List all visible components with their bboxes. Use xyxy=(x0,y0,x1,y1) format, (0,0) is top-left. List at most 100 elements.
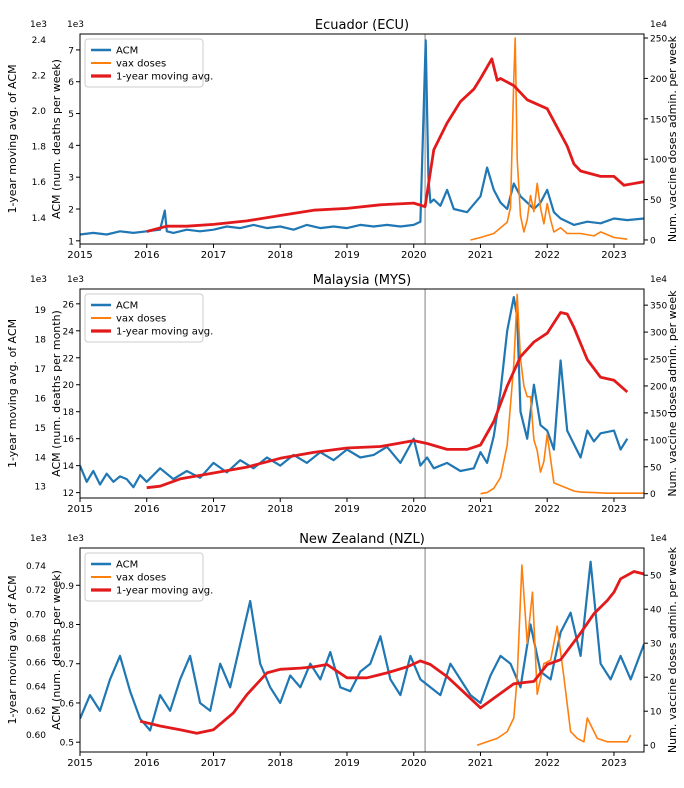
plot-frame xyxy=(79,288,645,499)
legend-box xyxy=(84,38,204,88)
inner-exponent-label: 1e3 xyxy=(67,275,84,285)
inner-y-axis-title: ACM (num. deaths per month) xyxy=(50,310,63,477)
plot-frame xyxy=(79,33,645,245)
inner-y-axis-title: ACM (num. deaths per week) xyxy=(50,59,63,219)
x-tick-label: 2020 xyxy=(401,758,426,769)
inner-y-tick-label: 24 xyxy=(63,327,75,337)
legend-label-vax: vax doses xyxy=(116,314,166,325)
chart-title: New Zealand (NZL) xyxy=(299,532,425,547)
right-y-tick-label: 350 xyxy=(650,302,667,312)
right-y-axis-title: Num. vaccine doses admin. per week xyxy=(666,546,679,753)
inner-y-tick-label: 0.5 xyxy=(60,739,74,749)
right-y-tick-label: 150 xyxy=(650,409,667,419)
legend-label-avg: 1-year moving avg. xyxy=(116,327,213,338)
outer-y-tick-label: 18 xyxy=(35,336,47,346)
x-tick-label: 2017 xyxy=(201,504,226,515)
x-tick-label: 2019 xyxy=(334,758,359,769)
panel-new-zealand: New Zealand (NZL)2015 2016 2017 2018 2019 202… xyxy=(6,532,679,769)
right-y-tick-label: 100 xyxy=(650,156,667,166)
right-y-tick-label: 0 xyxy=(650,490,656,500)
x-tick-label: 2020 xyxy=(401,504,426,515)
legend-box xyxy=(84,293,204,343)
x-tick-label: 2018 xyxy=(268,758,293,769)
outer-y-tick-label: 1.4 xyxy=(32,214,47,224)
series-group xyxy=(80,560,644,746)
right-y-tick-label: 200 xyxy=(650,75,667,85)
right-y-axis-title: Num. vaccine doses admin. per week xyxy=(666,35,679,242)
legend-label-acm: ACM xyxy=(116,301,138,312)
inner-y-tick-label: 3 xyxy=(68,174,74,184)
outer-y-tick-label: 0.66 xyxy=(26,659,46,669)
right-y-tick-label: 0 xyxy=(650,236,656,246)
x-tick-label: 2021 xyxy=(468,504,493,515)
outer-y-tick-label: 0.64 xyxy=(26,683,46,693)
outer-y-tick-label: 0.72 xyxy=(26,586,46,596)
series-line-acm xyxy=(80,560,644,732)
legend-box xyxy=(84,552,204,602)
outer-y-axis-title: 1-year moving avg. of ACM xyxy=(6,64,19,213)
right-y-tick-label: 0 xyxy=(650,742,656,752)
inner-y-tick-label: 6 xyxy=(68,78,74,88)
right-y-tick-label: 50 xyxy=(650,196,662,206)
inner-y-tick-label: 7 xyxy=(68,46,74,56)
chart-title: Ecuador (ECU) xyxy=(315,18,409,33)
x-tick-label: 2016 xyxy=(134,758,159,769)
inner-y-tick-label: 0.6 xyxy=(60,699,75,709)
outer-y-tick-label: 1.8 xyxy=(32,143,47,153)
legend-label-vax: vax doses xyxy=(116,59,166,70)
inner-y-tick-label: 26 xyxy=(63,300,75,310)
legend-label-acm: ACM xyxy=(116,560,138,571)
panel-ecuador: Ecuador (ECU)2015 2016 2017 2018 2019 2020 202… xyxy=(6,18,679,261)
outer-y-tick-label: 1.6 xyxy=(32,178,47,188)
inner-y-tick-label: 0.9 xyxy=(60,582,75,592)
inner-y-tick-label: 0.7 xyxy=(60,660,74,670)
x-tick-label: 2017 xyxy=(201,758,226,769)
right-y-tick-label: 50 xyxy=(650,463,662,473)
series-line-avg xyxy=(146,311,629,490)
inner-y-tick-label: 2 xyxy=(68,206,74,216)
x-tick-label: 2019 xyxy=(334,250,359,261)
right-exponent-label: 1e4 xyxy=(650,534,667,544)
left-exponent-label: 1e3 xyxy=(30,275,47,285)
inner-exponent-label: 1e3 xyxy=(67,20,84,30)
inner-y-tick-label: 1 xyxy=(68,237,74,247)
inner-y-axis-title: ACM (num. deaths per week) xyxy=(50,570,63,730)
inner-y-tick-label: 12 xyxy=(63,489,74,499)
outer-y-tick-label: 0.60 xyxy=(26,731,46,741)
x-tick-label: 2021 xyxy=(468,250,493,261)
outer-y-tick-label: 19 xyxy=(35,306,47,316)
x-tick-label: 2016 xyxy=(134,504,159,515)
legend-label-vax: vax doses xyxy=(116,573,166,584)
series-line-vax xyxy=(480,293,644,495)
inner-y-tick-label: 18 xyxy=(63,408,75,418)
right-y-tick-label: 20 xyxy=(650,674,662,684)
right-y-tick-label: 250 xyxy=(650,35,667,45)
series-line-vax xyxy=(470,37,628,241)
series-line-avg xyxy=(146,57,644,233)
x-tick-label: 2016 xyxy=(134,250,159,261)
outer-y-tick-label: 16 xyxy=(35,394,47,404)
outer-y-tick-label: 0.70 xyxy=(26,610,46,620)
x-tick-label: 2018 xyxy=(268,250,293,261)
x-tick-label: 2022 xyxy=(534,758,559,769)
outer-y-tick-label: 0.68 xyxy=(26,634,46,644)
x-tick-label: 2022 xyxy=(534,504,559,515)
inner-exponent-label: 1e3 xyxy=(67,534,84,544)
outer-y-tick-label: 15 xyxy=(35,424,46,434)
x-tick-label: 2015 xyxy=(67,758,92,769)
outer-y-tick-label: 17 xyxy=(35,365,46,375)
outer-y-tick-label: 2.2 xyxy=(32,71,46,81)
series-line-avg xyxy=(139,570,644,735)
x-tick-label: 2018 xyxy=(268,504,293,515)
right-y-axis-title: Num. vaccine doses admin. per week xyxy=(666,290,679,497)
series-group xyxy=(80,293,644,495)
outer-y-tick-label: 2.0 xyxy=(32,107,47,117)
right-y-tick-label: 50 xyxy=(650,572,662,582)
x-tick-label: 2020 xyxy=(401,250,426,261)
right-y-tick-label: 100 xyxy=(650,436,667,446)
x-tick-label: 2017 xyxy=(201,250,226,261)
x-tick-label: 2015 xyxy=(67,250,92,261)
outer-y-tick-label: 0.74 xyxy=(26,562,46,572)
inner-y-tick-label: 22 xyxy=(63,354,74,364)
right-y-tick-label: 150 xyxy=(650,115,667,125)
